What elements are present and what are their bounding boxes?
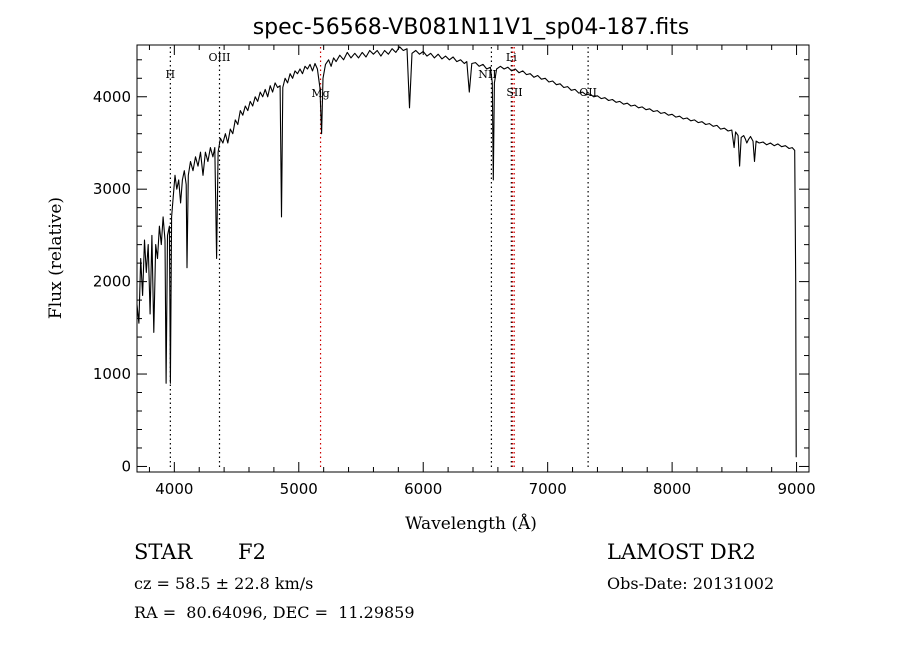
spectrum-series <box>136 46 797 458</box>
x-tick-label: 5000 <box>280 480 318 498</box>
spectral-line-label: H <box>166 68 176 81</box>
spectral-line-label: NII <box>478 68 496 81</box>
x-tick-label: 4000 <box>155 480 193 498</box>
spectral-line-label: Li <box>506 51 517 64</box>
y-axis-ticks: 0 1000 2000 3000 4000 <box>93 59 809 475</box>
y-tick-label: 2000 <box>93 273 131 291</box>
sky-coordinates: RA = 80.64096, DEC = 11.29859 <box>134 603 415 622</box>
observation-date: Obs-Date: 20131002 <box>607 574 775 593</box>
plot-frame <box>136 44 810 473</box>
x-tick-label: 9000 <box>777 480 815 498</box>
object-class: STAR <box>134 540 193 564</box>
survey-name: LAMOST DR2 <box>607 540 756 564</box>
y-tick-label: 4000 <box>93 88 131 106</box>
chart-title: spec-56568-VB081N11V1_sp04-187.fits <box>253 15 690 40</box>
y-tick-label: 0 <box>121 457 131 475</box>
spectrum-line <box>136 46 797 458</box>
x-tick-label: 7000 <box>529 480 567 498</box>
x-axis-ticks: 4000 5000 6000 7000 8000 9000 <box>148 45 816 498</box>
redshift-velocity: cz = 58.5 ± 22.8 km/s <box>134 574 314 593</box>
spectral-lines: HOIIIMgLiNIISIIOII <box>166 47 597 470</box>
y-tick-label: 1000 <box>93 365 131 383</box>
y-tick-label: 3000 <box>93 180 131 198</box>
x-axis-label: Wavelength (Å) <box>405 513 537 534</box>
y-axis-label: Flux (relative) <box>46 197 66 319</box>
object-subclass: F2 <box>238 540 266 564</box>
x-tick-label: 8000 <box>653 480 691 498</box>
x-tick-label: 6000 <box>404 480 442 498</box>
spectral-line-label: OIII <box>208 51 230 64</box>
